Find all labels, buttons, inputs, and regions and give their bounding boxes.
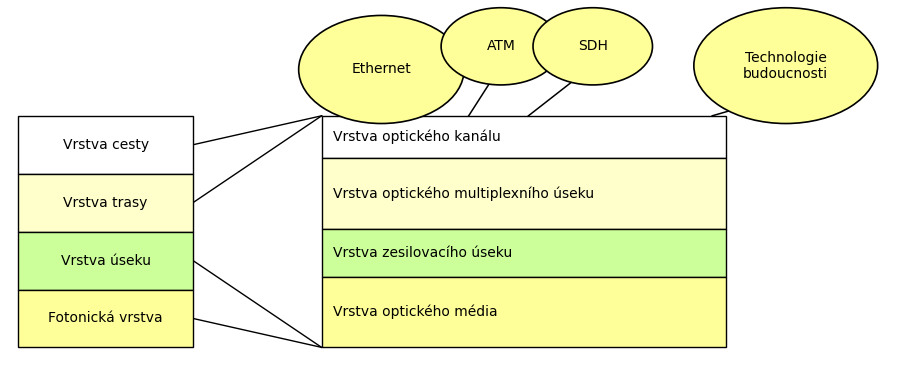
- Ellipse shape: [441, 8, 561, 85]
- Ellipse shape: [694, 8, 878, 124]
- Text: ATM: ATM: [486, 39, 516, 53]
- FancyBboxPatch shape: [322, 116, 726, 158]
- FancyBboxPatch shape: [322, 229, 726, 276]
- Text: Vrstva optického multiplexního úseku: Vrstva optického multiplexního úseku: [333, 186, 594, 201]
- FancyBboxPatch shape: [322, 158, 726, 229]
- Text: Vrstva optického média: Vrstva optického média: [333, 305, 497, 319]
- FancyBboxPatch shape: [322, 276, 726, 347]
- Text: Fotonická vrstva: Fotonická vrstva: [49, 312, 163, 325]
- Text: Vrstva optického kanálu: Vrstva optického kanálu: [333, 130, 501, 144]
- Text: SDH: SDH: [578, 39, 607, 53]
- Text: Vrstva úseku: Vrstva úseku: [61, 254, 151, 267]
- FancyBboxPatch shape: [18, 116, 193, 174]
- Text: Vrstva cesty: Vrstva cesty: [62, 138, 149, 152]
- Ellipse shape: [533, 8, 652, 85]
- FancyBboxPatch shape: [18, 290, 193, 347]
- Text: Vrstva zesilovacího úseku: Vrstva zesilovacího úseku: [333, 246, 512, 260]
- Ellipse shape: [299, 15, 464, 124]
- FancyBboxPatch shape: [18, 174, 193, 232]
- Text: Technologie
budoucnosti: Technologie budoucnosti: [743, 51, 828, 81]
- Text: Vrstva trasy: Vrstva trasy: [63, 196, 148, 210]
- Text: Ethernet: Ethernet: [351, 63, 412, 76]
- FancyBboxPatch shape: [18, 232, 193, 290]
